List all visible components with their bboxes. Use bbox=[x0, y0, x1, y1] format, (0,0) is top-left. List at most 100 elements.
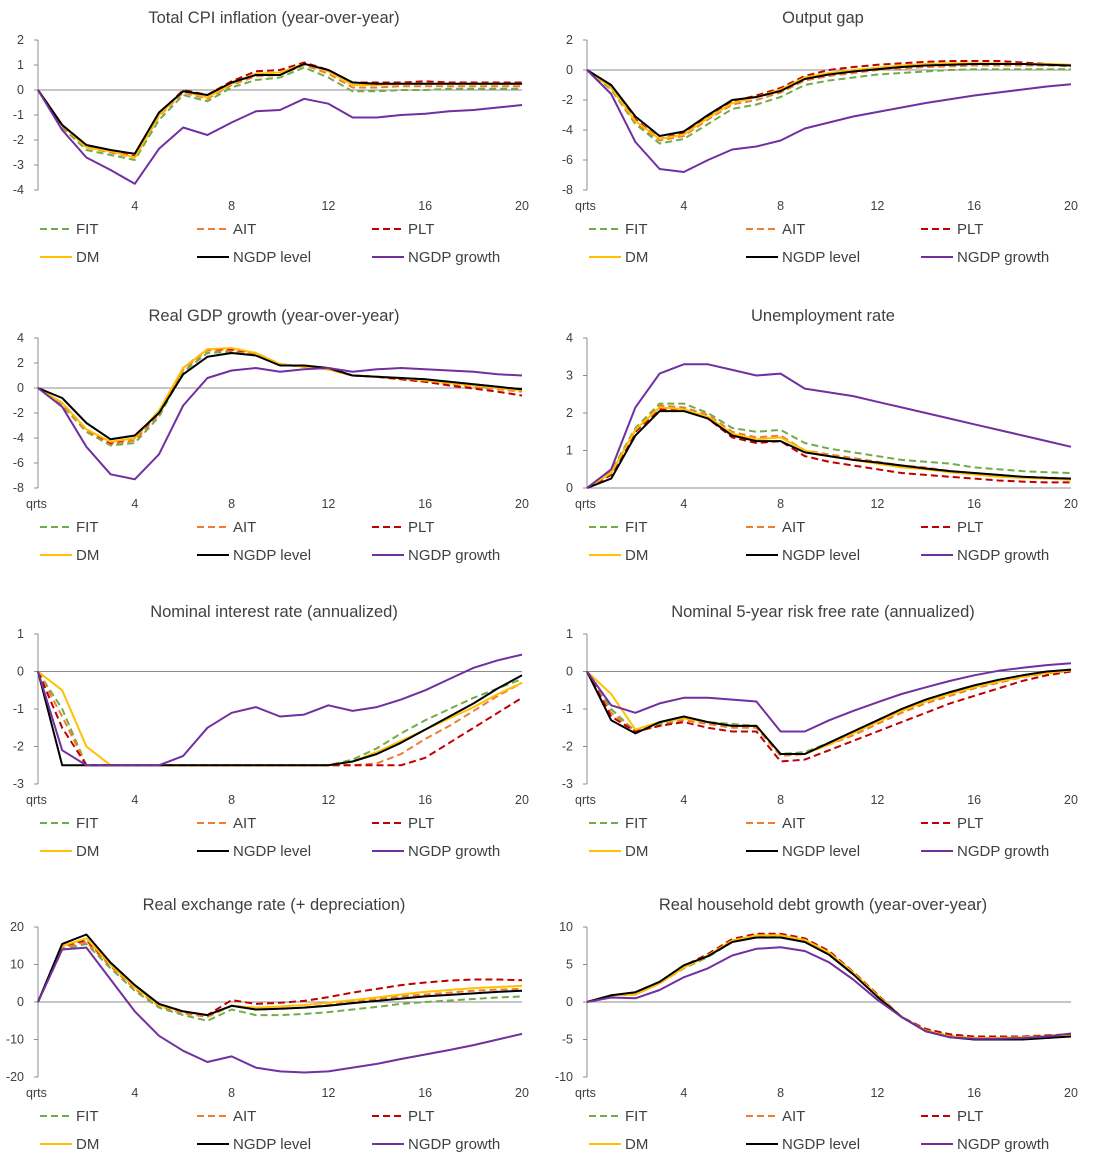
series-line-ngdp-level bbox=[37, 62, 522, 155]
x-tick-label: 20 bbox=[515, 497, 529, 511]
x-axis-prefix-label: qrts bbox=[26, 1086, 47, 1100]
series-line-plt bbox=[37, 61, 522, 158]
y-tick-label: 2 bbox=[566, 33, 573, 47]
legend-label: NGDP growth bbox=[408, 1136, 500, 1153]
y-tick-label: -4 bbox=[562, 123, 573, 137]
chart-panel-6: Nominal 5-year risk free rate (annualize… bbox=[562, 603, 1078, 860]
legend-label: AIT bbox=[233, 519, 256, 536]
chart-title: Output gap bbox=[782, 9, 864, 27]
series-line-dm bbox=[37, 347, 523, 443]
x-tick-label: 4 bbox=[680, 497, 687, 511]
x-tick-label: 20 bbox=[1064, 497, 1078, 511]
y-tick-label: 10 bbox=[10, 958, 24, 972]
series-line-ngdp-growth bbox=[37, 653, 523, 767]
chart-title: Total CPI inflation (year-over-year) bbox=[148, 9, 399, 27]
series-line-ngdp-growth bbox=[586, 946, 1072, 1040]
series-line-ngdp-level bbox=[586, 668, 1072, 755]
legend-label: FIT bbox=[76, 221, 99, 238]
y-tick-label: -1 bbox=[13, 702, 24, 716]
y-tick-label: -5 bbox=[562, 1033, 573, 1047]
legend-item-ngdp-growth: NGDP growth bbox=[921, 1136, 1049, 1153]
legend-label: AIT bbox=[782, 221, 805, 238]
legend-item-dm: DM bbox=[40, 1136, 99, 1153]
legend-label: AIT bbox=[233, 815, 256, 832]
legend-label: PLT bbox=[957, 815, 983, 832]
legend-item-dm: DM bbox=[40, 547, 99, 564]
legend-item-ait: AIT bbox=[746, 815, 805, 832]
legend-item-ngdp-level: NGDP level bbox=[197, 843, 311, 860]
legend-item-ngdp-level: NGDP level bbox=[197, 249, 311, 266]
legend-item-ngdp-growth: NGDP growth bbox=[372, 843, 500, 860]
legend-item-plt: PLT bbox=[372, 519, 434, 536]
x-tick-label: 8 bbox=[777, 497, 784, 511]
legend-item-plt: PLT bbox=[921, 815, 983, 832]
legend-item-fit: FIT bbox=[589, 1108, 648, 1125]
y-tick-label: 0 bbox=[17, 665, 24, 679]
x-tick-label: 8 bbox=[228, 793, 235, 807]
x-tick-label: 4 bbox=[680, 793, 687, 807]
x-tick-label: 16 bbox=[418, 1086, 432, 1100]
legend-item-fit: FIT bbox=[40, 1108, 99, 1125]
legend-label: NGDP level bbox=[233, 1136, 311, 1153]
x-tick-label: 4 bbox=[131, 497, 138, 511]
legend-item-ngdp-growth: NGDP growth bbox=[921, 843, 1049, 860]
series-line-dm bbox=[37, 670, 523, 767]
legend-item-ait: AIT bbox=[197, 815, 256, 832]
y-tick-label: 4 bbox=[566, 331, 573, 345]
x-axis-prefix-label: qrts bbox=[575, 199, 596, 213]
legend-label: DM bbox=[76, 843, 99, 860]
series-line-plt bbox=[586, 932, 1072, 1038]
y-tick-label: -10 bbox=[6, 1033, 24, 1047]
y-tick-label: 2 bbox=[17, 356, 24, 370]
legend-label: PLT bbox=[957, 221, 983, 238]
legend-item-ngdp-growth: NGDP growth bbox=[921, 249, 1049, 266]
series-line-ngdp-growth bbox=[586, 662, 1072, 733]
x-axis-prefix-label: qrts bbox=[26, 497, 47, 511]
series-line-ngdp-growth bbox=[37, 946, 523, 1074]
x-tick-label: 8 bbox=[228, 497, 235, 511]
legend-label: NGDP growth bbox=[408, 843, 500, 860]
y-tick-label: 1 bbox=[17, 58, 24, 72]
legend-label: FIT bbox=[625, 519, 648, 536]
legend-label: AIT bbox=[782, 519, 805, 536]
x-tick-label: 8 bbox=[777, 1086, 784, 1100]
legend-item-ait: AIT bbox=[197, 519, 256, 536]
legend-item-dm: DM bbox=[589, 249, 648, 266]
chart-title: Real GDP growth (year-over-year) bbox=[149, 307, 400, 325]
series-line-dm bbox=[586, 934, 1072, 1039]
legend-item-ngdp-level: NGDP level bbox=[197, 1136, 311, 1153]
series-line-fit bbox=[586, 935, 1072, 1039]
series-line-ngdp-level bbox=[37, 352, 523, 441]
x-tick-label: 8 bbox=[777, 793, 784, 807]
y-tick-label: 5 bbox=[566, 958, 573, 972]
legend-item-ngdp-growth: NGDP growth bbox=[372, 547, 500, 564]
y-tick-label: -2 bbox=[562, 740, 573, 754]
x-tick-label: 12 bbox=[870, 1086, 884, 1100]
x-tick-label: 16 bbox=[418, 497, 432, 511]
legend-label: NGDP level bbox=[782, 249, 860, 266]
x-tick-label: 12 bbox=[321, 497, 335, 511]
series-line-fit bbox=[586, 402, 1072, 489]
x-tick-label: 16 bbox=[418, 199, 432, 213]
legend-label: NGDP level bbox=[782, 843, 860, 860]
legend-label: DM bbox=[625, 547, 648, 564]
legend-label: AIT bbox=[782, 1108, 805, 1125]
series-line-ngdp-level bbox=[37, 933, 523, 1017]
y-tick-label: -2 bbox=[562, 93, 573, 107]
x-tick-label: 12 bbox=[870, 793, 884, 807]
x-tick-label: 4 bbox=[131, 199, 138, 213]
y-tick-label: -6 bbox=[562, 153, 573, 167]
legend-label: NGDP level bbox=[233, 249, 311, 266]
chart-title: Real household debt growth (year-over-ye… bbox=[659, 896, 987, 914]
y-tick-label: 0 bbox=[17, 995, 24, 1009]
legend-item-ait: AIT bbox=[197, 221, 256, 238]
legend-label: NGDP level bbox=[782, 1136, 860, 1153]
legend-label: NGDP growth bbox=[957, 1136, 1049, 1153]
legend-item-ait: AIT bbox=[197, 1108, 256, 1125]
series-line-ngdp-growth bbox=[586, 363, 1072, 489]
legend-item-ngdp-level: NGDP level bbox=[746, 843, 860, 860]
legend-label: DM bbox=[625, 249, 648, 266]
y-tick-label: -20 bbox=[6, 1070, 24, 1084]
y-tick-label: 10 bbox=[559, 920, 573, 934]
